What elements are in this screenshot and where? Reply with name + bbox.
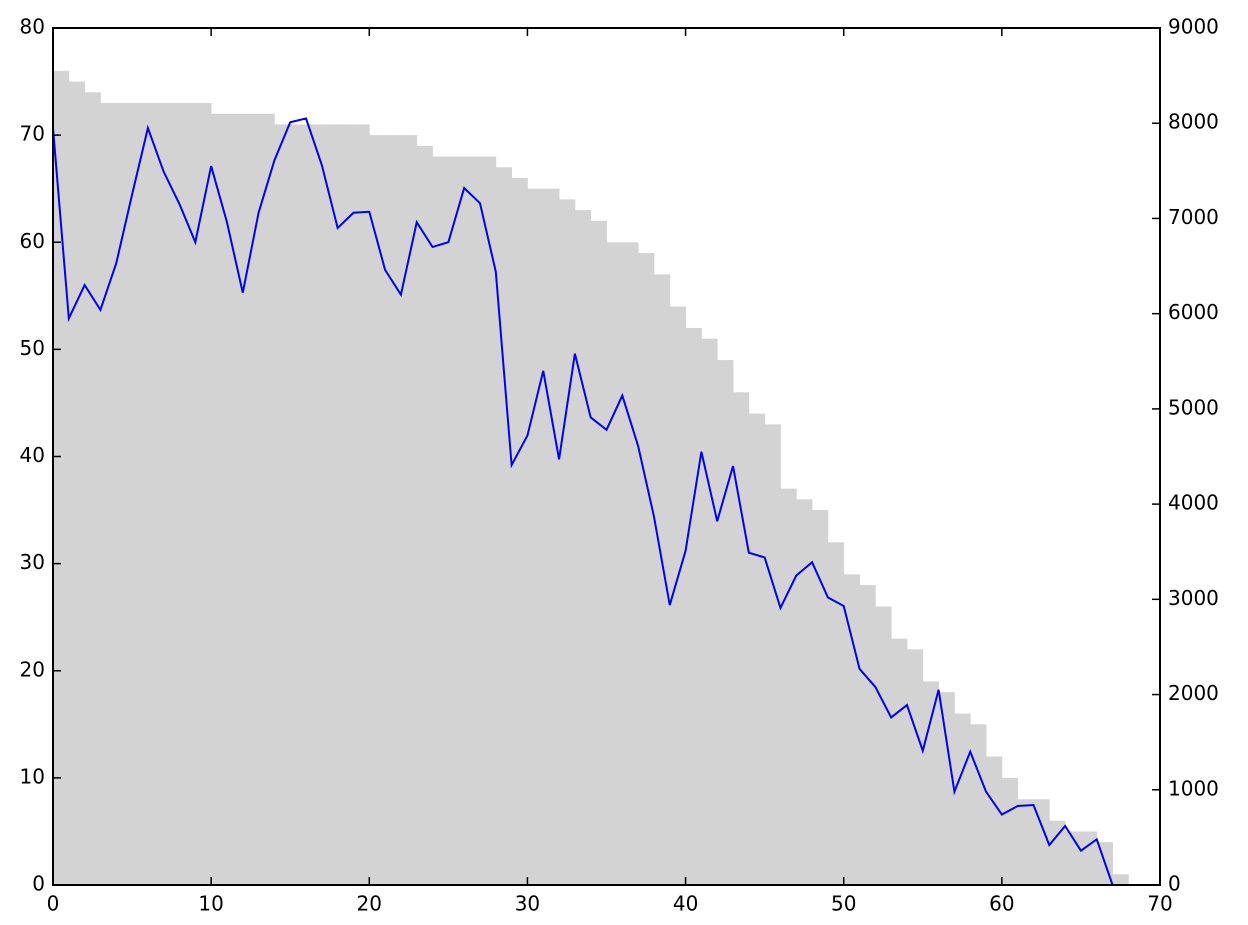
step-area xyxy=(353,124,370,886)
step-area xyxy=(68,81,86,885)
step-area xyxy=(321,124,339,886)
y-tick-label: 0 xyxy=(32,872,45,896)
step-area xyxy=(590,220,607,885)
step-area xyxy=(812,510,829,885)
step-area xyxy=(685,327,702,885)
step-area xyxy=(701,338,718,886)
step-area xyxy=(464,156,481,886)
step-area xyxy=(179,102,196,886)
step-area xyxy=(1049,820,1066,885)
step-area xyxy=(843,574,860,885)
step-area xyxy=(337,124,354,886)
step-area xyxy=(290,124,307,886)
y2-tick-label: 1000 xyxy=(1168,776,1219,800)
step-area xyxy=(527,188,544,885)
step-area xyxy=(432,156,449,886)
step-area xyxy=(132,102,149,886)
step-area xyxy=(116,102,133,886)
step-area xyxy=(306,124,323,886)
x-tick-label: 40 xyxy=(673,892,698,916)
step-area xyxy=(669,306,686,885)
y2-tick-label: 4000 xyxy=(1168,491,1219,515)
step-area xyxy=(638,252,655,885)
y2-tick-label: 9000 xyxy=(1168,15,1219,39)
x-tick-label: 20 xyxy=(357,892,382,916)
step-area xyxy=(1112,874,1129,885)
x-tick-label: 70 xyxy=(1147,892,1172,916)
y2-tick-label: 5000 xyxy=(1168,395,1219,419)
step-area xyxy=(606,242,623,885)
step-area xyxy=(511,177,528,886)
step-area xyxy=(717,360,734,885)
step-area xyxy=(84,92,101,885)
y2-tick-label: 8000 xyxy=(1168,110,1219,134)
step-area xyxy=(559,199,576,885)
step-area xyxy=(733,392,750,885)
step-area xyxy=(764,424,781,885)
step-area xyxy=(416,145,433,885)
step-area xyxy=(448,156,465,886)
step-area xyxy=(211,113,228,885)
step-area xyxy=(875,606,892,885)
step-area xyxy=(653,274,671,885)
step-area xyxy=(1033,799,1050,885)
step-area xyxy=(859,585,876,885)
step-area xyxy=(400,135,418,885)
y2-tick-label: 3000 xyxy=(1168,586,1219,610)
y-tick-label: 80 xyxy=(20,15,45,39)
y2-tick-label: 2000 xyxy=(1168,681,1219,705)
line xyxy=(52,117,1114,886)
step-area xyxy=(970,724,987,885)
step-area xyxy=(369,135,386,885)
step-area xyxy=(938,692,955,885)
y-tick-label: 50 xyxy=(20,336,45,360)
y2-tick-label: 0 xyxy=(1168,872,1181,896)
y-tick-label: 70 xyxy=(20,122,45,146)
step-area xyxy=(258,113,275,885)
step-area xyxy=(922,681,939,885)
y-tick-label: 60 xyxy=(20,229,45,253)
step-area xyxy=(1017,799,1034,885)
step-area xyxy=(242,113,259,885)
step-area xyxy=(163,102,180,886)
step-area xyxy=(100,102,117,886)
step-area xyxy=(622,242,639,885)
y-tick-label: 10 xyxy=(20,764,45,788)
step-area xyxy=(748,413,766,885)
step-area xyxy=(1001,777,1019,885)
step-area xyxy=(986,756,1003,885)
y2-tick-label: 7000 xyxy=(1168,205,1219,229)
step-area xyxy=(906,649,924,885)
step-area xyxy=(574,210,592,886)
step-area xyxy=(891,638,908,885)
step-area xyxy=(796,499,813,885)
x-tick-label: 60 xyxy=(989,892,1014,916)
step-area xyxy=(479,156,497,886)
y-tick-label: 40 xyxy=(20,443,45,467)
x-tick-label: 50 xyxy=(831,892,856,916)
step-area xyxy=(226,113,244,885)
step-area xyxy=(147,102,165,886)
y-tick-label: 20 xyxy=(20,657,45,681)
step-area xyxy=(53,70,70,886)
step-area xyxy=(543,188,560,885)
step-area xyxy=(385,135,402,885)
x-tick-label: 0 xyxy=(47,892,60,916)
x-tick-label: 30 xyxy=(515,892,540,916)
step-area xyxy=(1080,831,1098,885)
step-area xyxy=(274,124,291,886)
step-area xyxy=(195,102,212,886)
step-area xyxy=(495,167,513,885)
step-area xyxy=(827,542,845,885)
x-tick-label: 10 xyxy=(198,892,223,916)
step-area xyxy=(780,488,797,885)
y-tick-label: 30 xyxy=(20,550,45,574)
y2-tick-label: 6000 xyxy=(1168,300,1219,324)
step-area xyxy=(954,713,971,885)
